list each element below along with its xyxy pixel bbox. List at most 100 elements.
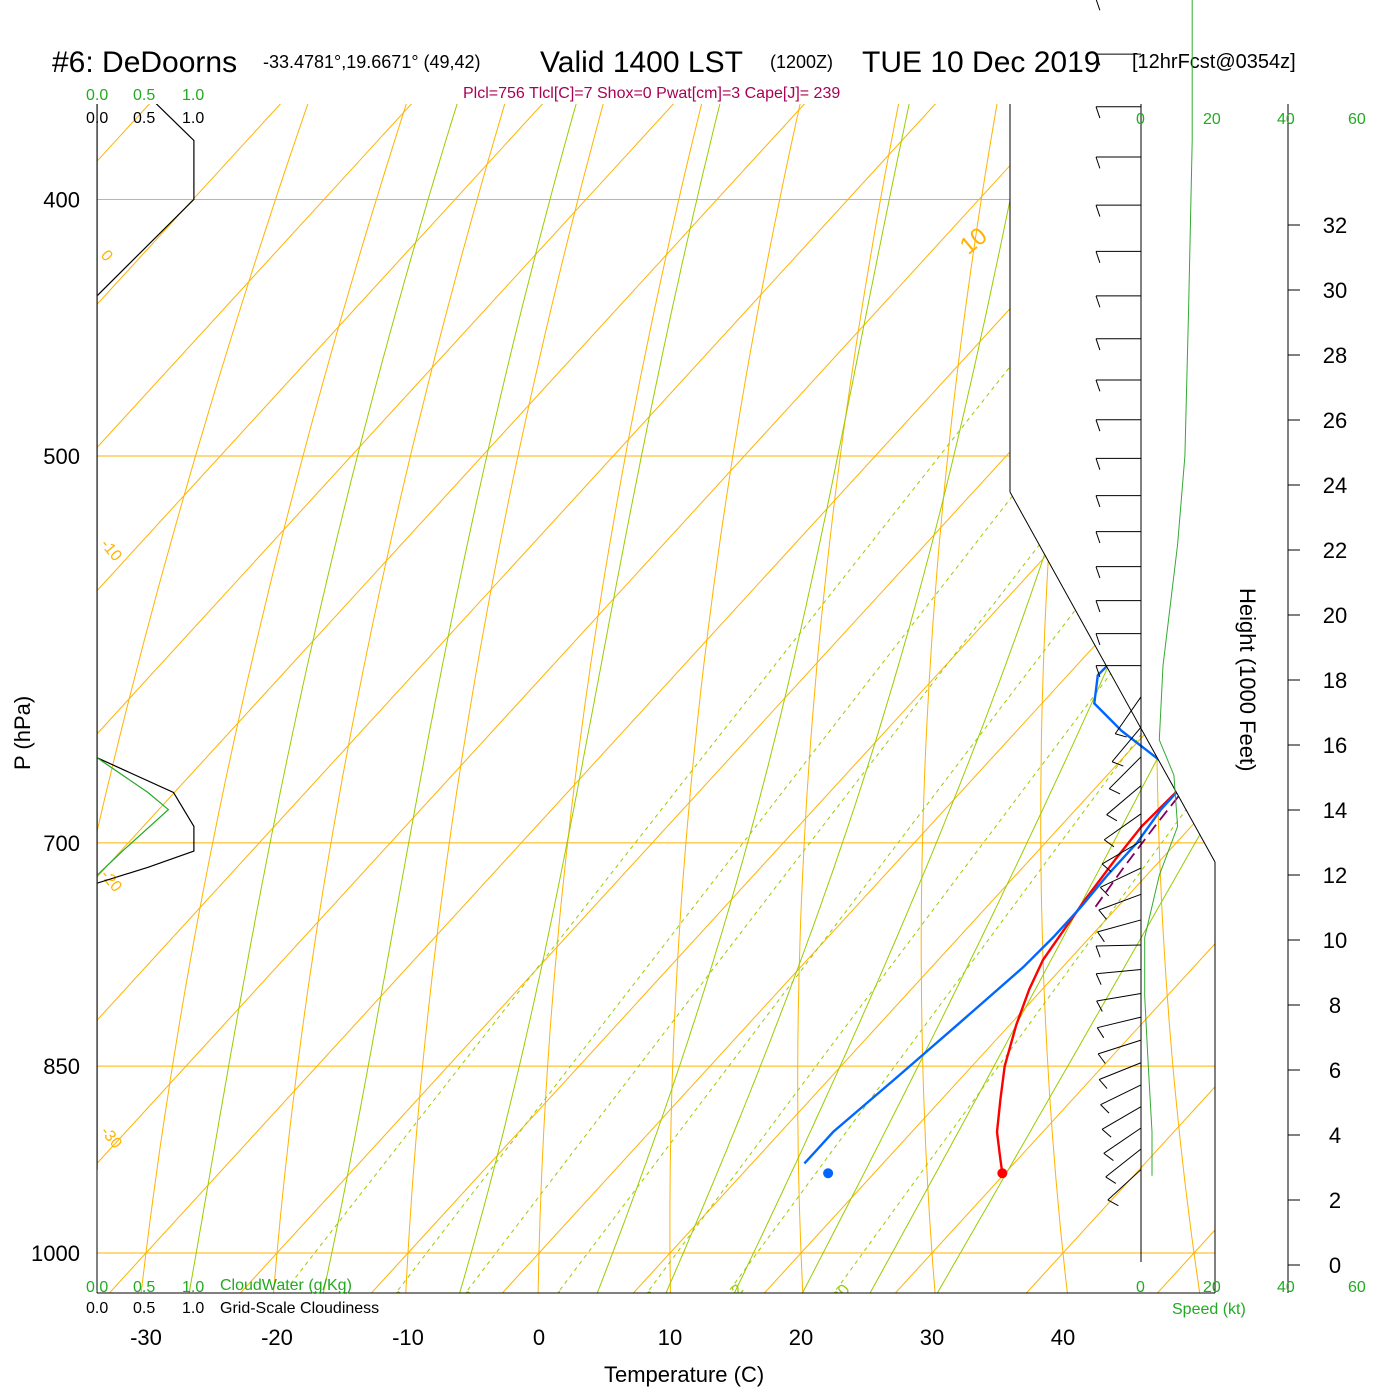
isotherm-line bbox=[176, 104, 1215, 1293]
cloudiness-tick-bottom: 0.0 bbox=[86, 1300, 108, 1317]
cloudwater-tick-bottom: 1.0 bbox=[182, 1279, 204, 1296]
moist-adiabat bbox=[176, 104, 628, 1293]
dry-adiabat bbox=[1378, 0, 1400, 1363]
mixing-ratio-line bbox=[270, 199, 1143, 1293]
dry-adiabat bbox=[1269, 0, 1365, 1363]
wind-barb bbox=[1095, 495, 1141, 508]
cloudiness-profile bbox=[97, 757, 195, 884]
pressure-tick-label: 400 bbox=[43, 187, 80, 212]
wind-barb bbox=[1095, 665, 1141, 678]
isotherm-line bbox=[700, 104, 1215, 1293]
speed-scale-top: 0 20 40 60 bbox=[1136, 111, 1366, 128]
sounding-profiles bbox=[97, 104, 1215, 1179]
wind-barb bbox=[1100, 1084, 1142, 1114]
wind-barb bbox=[1106, 785, 1142, 822]
isotherm-line bbox=[97, 104, 1215, 1293]
wind-barb bbox=[1107, 1169, 1142, 1207]
isotherm-line bbox=[569, 104, 1215, 1293]
mixing-ratio-label: 5 bbox=[553, 1288, 572, 1306]
isotherm-label: -30 bbox=[97, 1124, 125, 1153]
height-tick-label: 6 bbox=[1329, 1058, 1341, 1083]
speed-scale-bottom: 0 20 40 60 Speed (kt) bbox=[1136, 1279, 1366, 1318]
temperature-tick-label: -10 bbox=[392, 1325, 424, 1350]
surface-dewpoint-marker bbox=[823, 1168, 834, 1179]
moist-adiabat bbox=[700, 104, 1215, 1293]
station-coords: -33.4781°,19.6671° (49,42) bbox=[263, 52, 481, 72]
isotherm-line bbox=[97, 104, 600, 1293]
cloudiness-tick-top: 0.5 bbox=[133, 110, 155, 127]
moist-adiabat bbox=[569, 104, 1031, 1293]
moist-adiabat bbox=[307, 104, 734, 1293]
moist-adiabat bbox=[438, 104, 861, 1293]
cloudiness-tick-top: 1.0 bbox=[182, 110, 204, 127]
height-tick-label: 30 bbox=[1323, 278, 1347, 303]
moist-adiabat bbox=[765, 104, 1215, 1293]
height-tick-label: 32 bbox=[1323, 213, 1347, 238]
temperature-tick-label: -30 bbox=[130, 1325, 162, 1350]
mixing-ratio-label: 20 bbox=[829, 1281, 854, 1306]
dry-adiabat bbox=[797, 104, 1017, 1293]
mixing-ratio-label: 12 bbox=[723, 1281, 748, 1306]
isotherm-label: 10 bbox=[955, 222, 993, 260]
temperature-profile bbox=[995, 104, 1215, 1174]
isotherm-label: 0 bbox=[97, 247, 116, 265]
isotherm-line bbox=[831, 104, 1215, 1293]
sounding-indices: Plcl=756 Tlcl[C]=7 Shox=0 Pwat[cm]=3 Cap… bbox=[463, 85, 840, 102]
mixing-ratio-line bbox=[715, 199, 1215, 1293]
dewpoint-profile bbox=[803, 104, 1215, 1165]
temperature-tick-label: 40 bbox=[1051, 1325, 1075, 1350]
wind-barb bbox=[1097, 919, 1142, 943]
isotherm-line bbox=[97, 104, 1215, 1293]
y-axis-label: P (hPa) bbox=[10, 696, 35, 770]
height-tick-label: 14 bbox=[1323, 798, 1347, 823]
wind-barb bbox=[1103, 813, 1142, 848]
wind-speed-profile bbox=[1144, 0, 1193, 1176]
height-tick-label: 4 bbox=[1329, 1123, 1341, 1148]
wind-barb bbox=[1095, 457, 1141, 470]
wind-barb bbox=[1105, 1148, 1142, 1184]
cloudiness-profile bbox=[97, 104, 195, 297]
wind-barbs bbox=[1095, 0, 1142, 1207]
mixing-ratio-line bbox=[383, 199, 1215, 1293]
mixing-ratio-line bbox=[545, 199, 1215, 1293]
cloudiness-tick-bottom: 1.0 bbox=[182, 1300, 204, 1317]
cloud-scale-bottom: 0.0 0.5 1.0 CloudWater (g/Kg) 0.0 0.5 1.… bbox=[86, 1277, 379, 1317]
wind-barb bbox=[1111, 726, 1142, 767]
x-axis-label: Temperature (C) bbox=[604, 1362, 764, 1387]
cloudwater-tick-bottom: 0.0 bbox=[86, 1279, 108, 1296]
speed-tick: 60 bbox=[1348, 111, 1366, 128]
mixing-ratio-label: 8 bbox=[642, 1288, 661, 1306]
isotherm-line bbox=[97, 104, 862, 1293]
height-tick-label: 8 bbox=[1329, 993, 1341, 1018]
pressure-axis: 2503004005007008501000 bbox=[31, 187, 80, 1266]
wind-barb bbox=[1095, 969, 1142, 985]
wind-barb bbox=[1095, 566, 1141, 579]
plot-frame bbox=[96, 104, 1289, 1294]
pressure-tick-label: 500 bbox=[43, 444, 80, 469]
height-tick-label: 28 bbox=[1323, 343, 1347, 368]
cloudwater-tick-bottom: 0.5 bbox=[133, 1279, 155, 1296]
isotherm-line bbox=[438, 104, 1215, 1293]
speed-tick: 60 bbox=[1348, 1279, 1366, 1296]
wind-barb bbox=[1095, 600, 1141, 613]
wind-barb bbox=[1095, 204, 1141, 217]
cloudwater-profile bbox=[97, 757, 170, 876]
surface-temperature-marker bbox=[997, 1168, 1008, 1179]
height-tick-label: 20 bbox=[1323, 603, 1347, 628]
height-tick-label: 0 bbox=[1329, 1253, 1341, 1278]
height-tick-label: 10 bbox=[1323, 928, 1347, 953]
station-title: #6: DeDoorns bbox=[52, 46, 237, 79]
wind-barb bbox=[1097, 1039, 1142, 1064]
dry-adiabat bbox=[920, 104, 1105, 1293]
pressure-tick-label: 1000 bbox=[31, 1241, 80, 1266]
mixing-ratio-line bbox=[634, 199, 1215, 1293]
wind-barb bbox=[1101, 840, 1142, 873]
pressure-tick-label: 850 bbox=[43, 1054, 80, 1079]
cloudiness-tick-bottom: 0.5 bbox=[133, 1300, 155, 1317]
height-tick-label: 16 bbox=[1323, 733, 1347, 758]
temperature-tick-label: 10 bbox=[658, 1325, 682, 1350]
isotherm-label: 0 bbox=[794, 0, 822, 17]
